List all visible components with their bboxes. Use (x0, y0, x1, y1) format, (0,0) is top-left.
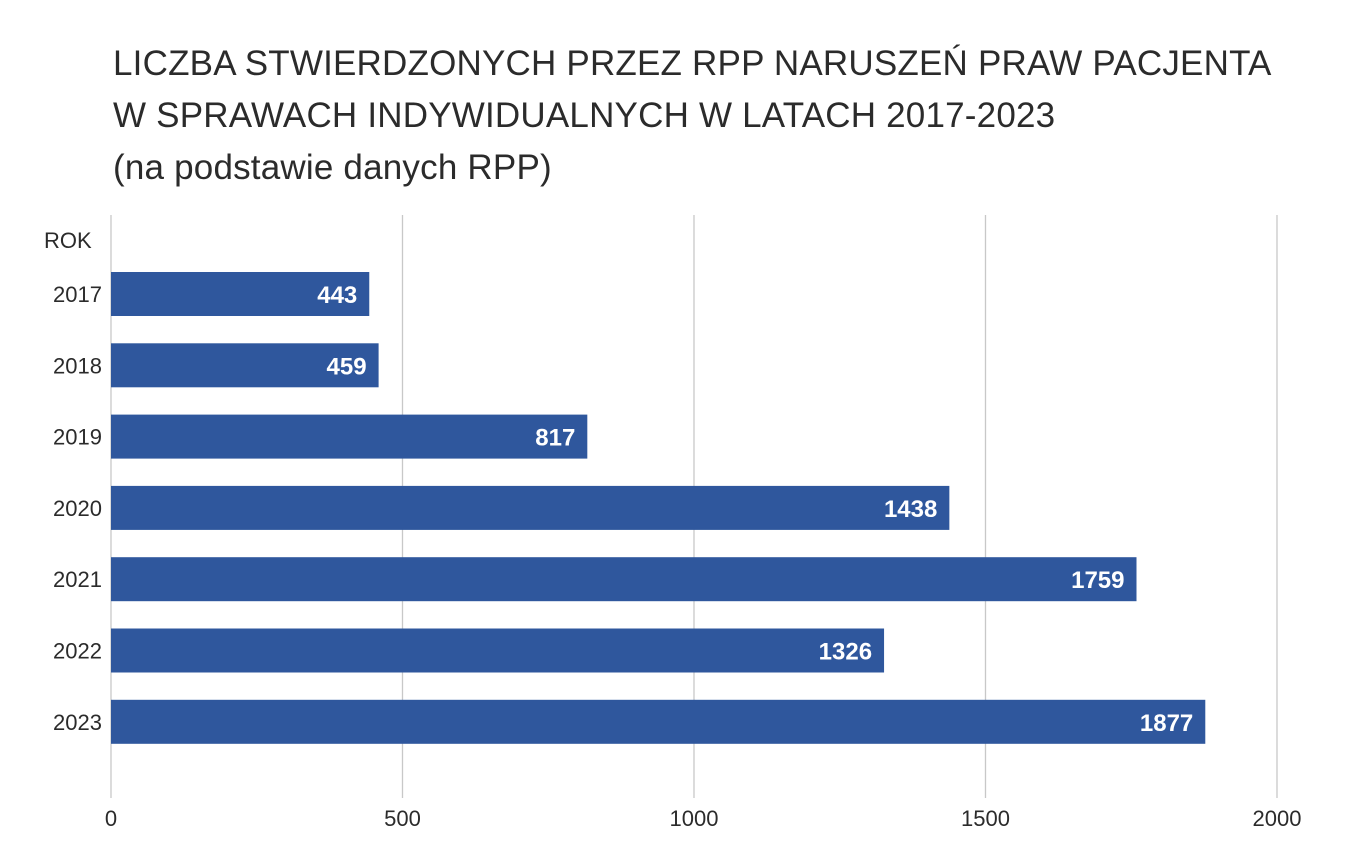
chart-subtitle: (na podstawie danych RPP) (113, 148, 552, 187)
bar-2023 (111, 699, 1206, 744)
category-label: 2019 (53, 425, 102, 450)
category-label: 2021 (53, 567, 102, 592)
category-label: 2023 (53, 710, 102, 735)
bar-2017 (111, 272, 370, 316)
x-tick-label: 2000 (1253, 806, 1302, 831)
bar-2021 (111, 557, 1137, 602)
value-label: 1877 (1140, 710, 1193, 737)
category-label: 2018 (53, 353, 102, 378)
bar-2020 (111, 485, 950, 530)
category-axis-label: ROK (44, 228, 92, 253)
value-label: 1438 (884, 496, 937, 523)
value-label: 1759 (1071, 567, 1124, 594)
bar-2018 (111, 343, 379, 388)
bar-2022 (111, 628, 885, 673)
bar-2019 (111, 414, 588, 459)
value-label: 459 (327, 353, 367, 380)
category-label: 2017 (53, 282, 102, 307)
chart-title: LICZBA STWIERDZONYCH PRZEZ RPP NARUSZEŃ … (113, 38, 1313, 194)
x-tick-label: 500 (384, 806, 421, 831)
chart-title-line-2: W SPRAWACH INDYWIDUALNYCH W LATACH 2017-… (113, 96, 1056, 135)
x-tick-label: 0 (105, 806, 117, 831)
x-tick-label: 1500 (961, 806, 1010, 831)
bars (111, 272, 1206, 744)
chart-title-line-1: LICZBA STWIERDZONYCH PRZEZ RPP NARUSZEŃ … (113, 44, 1272, 83)
x-tick-label: 1000 (670, 806, 719, 831)
labels: ROK 0 500 1000 1500 2000 2017 443 2018 459 2019 81… (44, 228, 1301, 831)
value-label: 443 (317, 282, 357, 309)
category-label: 2022 (53, 639, 102, 664)
value-label: 1326 (819, 639, 872, 666)
value-label: 817 (535, 425, 575, 452)
category-label: 2020 (53, 496, 102, 521)
